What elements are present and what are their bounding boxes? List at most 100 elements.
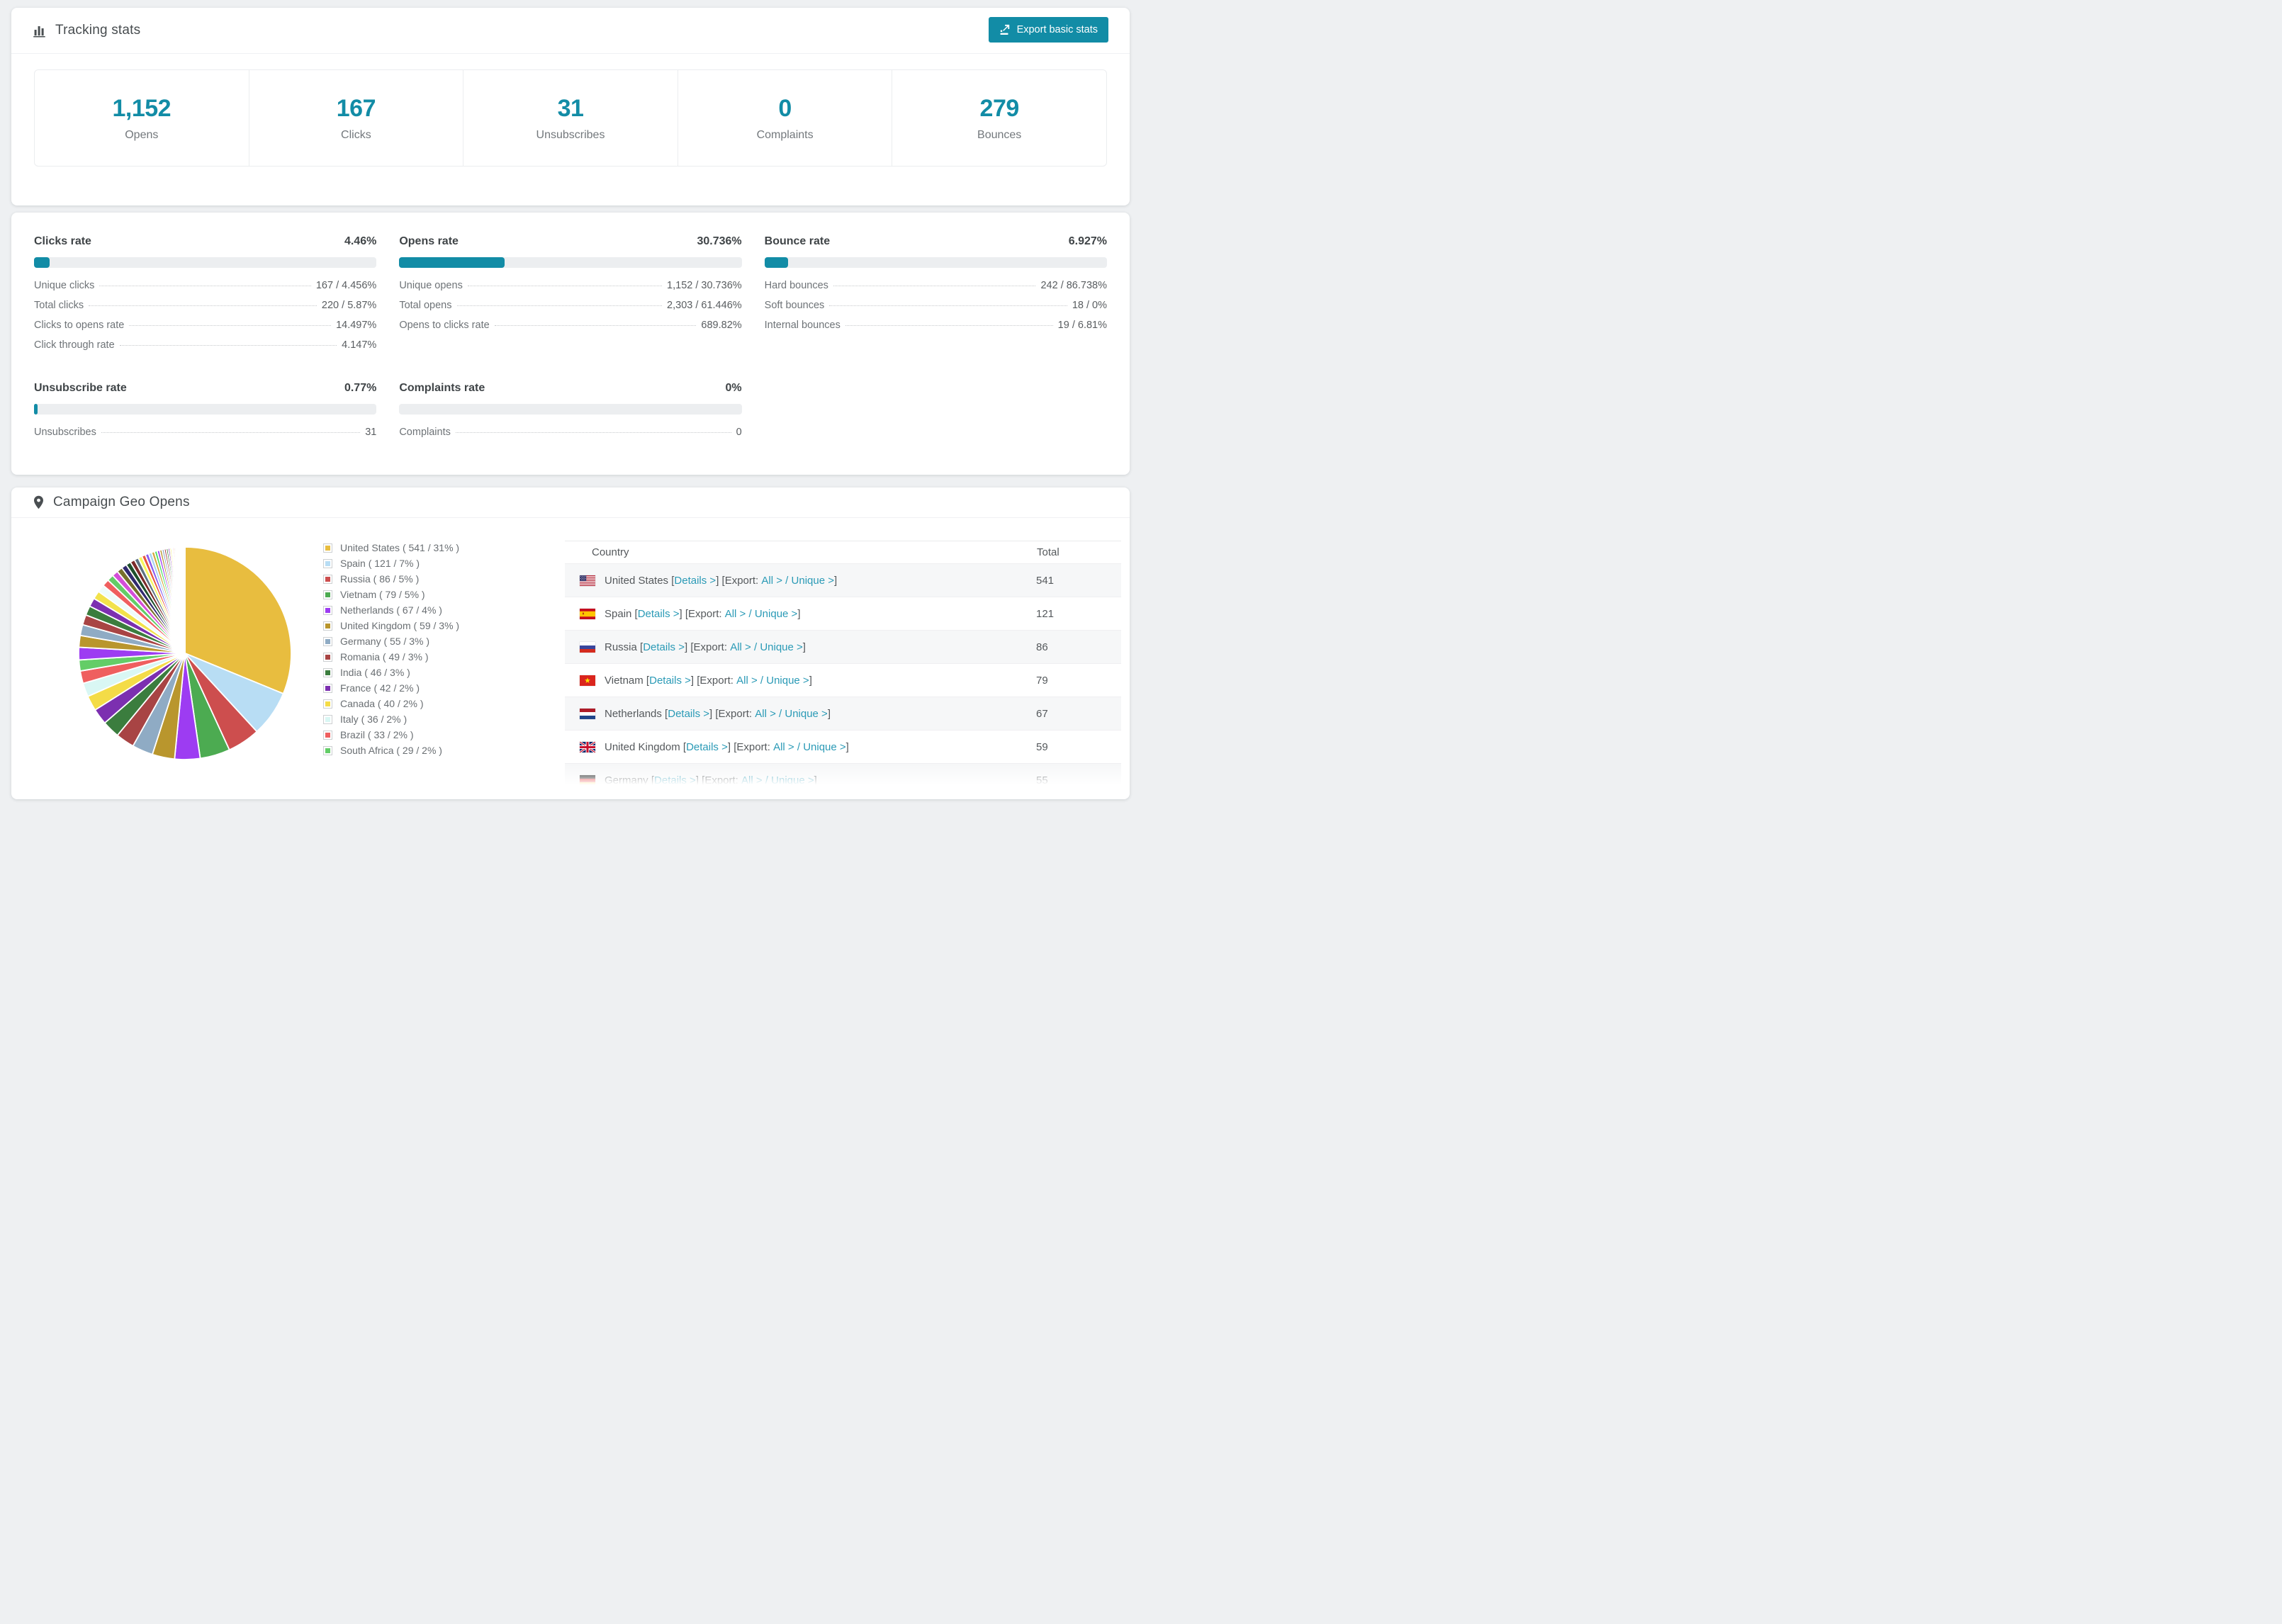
legend-label: Netherlands ( 67 / 4% ) [340,604,442,616]
country-total: 541 [1036,563,1121,597]
legend-label: Brazil ( 33 / 2% ) [340,729,414,740]
details-link[interactable]: Details > [637,607,680,620]
geo-opens-table: Country Total United States [Details >] … [565,541,1121,790]
rate-head: Clicks rate 4.46% [34,235,376,248]
geo-table-row: Russia [Details >] [Export: All > / Uniq… [565,630,1121,664]
export-unique-link[interactable]: Unique > [766,674,809,687]
geo-title: Campaign Geo Opens [53,495,190,509]
geo-table-row: Netherlands [Details >] [Export: All > /… [565,697,1121,731]
details-link[interactable]: Details > [674,574,716,587]
geo-body: United States ( 541 / 31% ) Spain ( 121 /… [11,518,1130,790]
rate-row-value: 31 [365,427,377,438]
rate-row: Internal bounces 19 / 6.81% [765,320,1107,331]
legend-label: Germany ( 55 / 3% ) [340,636,430,647]
summary-opens: 1,152 Opens [35,70,249,166]
flag-gb-icon [580,741,595,752]
legend-label: Spain ( 121 / 7% ) [340,558,420,569]
rate-progress-fill [34,404,38,415]
details-link[interactable]: Details > [686,740,728,753]
rate-row-value: 1,152 / 30.736% [667,280,742,291]
legend-item: Spain ( 121 / 7% ) [323,558,536,569]
rate-title: Bounce rate [764,235,831,247]
flag-us-icon [580,575,595,586]
summary-complaints: 0 Complaints [678,70,893,166]
legend-item: Germany ( 55 / 3% ) [323,636,536,647]
export-all-link[interactable]: All > [730,641,751,653]
details-link[interactable]: Details > [668,707,710,720]
export-unique-link[interactable]: Unique > [771,774,814,786]
rate-row-label: Unique opens [399,280,463,291]
rate-progress-track [399,257,742,268]
rate-row-label: Soft bounces [764,300,825,311]
export-all-link[interactable]: All > [724,607,746,620]
flag-ru-icon [580,641,595,653]
clicks-count: 167 [336,94,376,122]
geo-header: Campaign Geo Opens [11,487,1130,518]
legend-swatch [323,699,332,709]
rate-title: Opens rate [399,235,459,247]
rate-row: Unsubscribes 31 [34,427,376,438]
export-all-link[interactable]: All > [741,774,763,786]
country-total: 67 [1036,697,1121,731]
export-unique-link[interactable]: Unique > [760,641,803,653]
country-total: 79 [1036,663,1121,697]
dotted-leader [456,305,663,306]
rate-row: Hard bounces 242 / 86.738% [765,280,1107,291]
rate-row: Complaints 0 [399,427,741,438]
rate-progress-track [764,257,1107,268]
geo-table-wrap: Country Total United States [Details >] … [565,541,1121,790]
export-all-link[interactable]: All > [773,740,794,753]
legend-swatch [323,574,332,584]
rate-rows: Complaints 0 [399,427,741,438]
legend-label: Romania ( 49 / 3% ) [340,651,429,662]
page-title: Tracking stats [55,23,141,38]
rate-title: Clicks rate [34,235,91,247]
dotted-leader [89,305,317,306]
legend-swatch [323,605,332,615]
export-unique-link[interactable]: Unique > [803,740,846,753]
export-unique-link[interactable]: Unique > [791,574,834,587]
geo-table-row: United States [Details >] [Export: All >… [565,563,1121,597]
country-name: United Kingdom [605,740,680,753]
legend-label: United Kingdom ( 59 / 3% ) [340,620,460,631]
details-link[interactable]: Details > [649,674,691,687]
rate-progress-fill [399,257,505,268]
legend-swatch [323,667,332,677]
rate-row: Unique clicks 167 / 4.456% [34,280,376,291]
rate-row-value: 689.82% [701,320,742,331]
opens-label: Opens [125,128,159,141]
legend-item: Italy ( 36 / 2% ) [323,714,536,725]
summary-unsubscribes: 31 Unsubscribes [463,70,678,166]
export-prefix: Export: [718,707,753,720]
export-basic-stats-button[interactable]: Export basic stats [988,17,1108,43]
country-name: Netherlands [605,707,662,720]
rate-row: Total clicks 220 / 5.87% [34,300,376,311]
rate-progress-track [399,404,742,415]
rate-value: 4.46% [344,235,377,247]
rate-title: Unsubscribe rate [34,382,127,394]
export-unique-link[interactable]: Unique > [785,707,828,720]
legend-swatch [323,636,332,646]
legend-label: Italy ( 36 / 2% ) [340,714,408,725]
geo-table-row: Spain [Details >] [Export: All > / Uniqu… [565,597,1121,631]
legend-item: France ( 42 / 2% ) [323,682,536,694]
country-name: United States [605,574,669,587]
country-total: 59 [1036,730,1121,764]
legend-item: Canada ( 40 / 2% ) [323,698,536,709]
bounces-count: 279 [979,94,1020,122]
rate-value: 6.927% [1068,235,1107,247]
country-total: 121 [1036,597,1121,631]
export-unique-link[interactable]: Unique > [754,607,798,620]
geo-table-row: Vietnam [Details >] [Export: All > / Uni… [565,663,1121,697]
export-prefix: Export: [736,740,770,753]
tracking-stats-card: Tracking stats Export basic stats 1,152 … [11,8,1130,205]
export-all-link[interactable]: All > [755,707,776,720]
export-all-link[interactable]: All > [761,574,783,587]
details-link[interactable]: Details > [654,774,696,786]
rate-row-value: 18 / 0% [1072,300,1107,311]
rate-value: 0.77% [344,382,377,394]
details-link[interactable]: Details > [643,641,685,653]
rate-progress-fill [764,257,789,268]
export-all-link[interactable]: All > [736,674,758,687]
summary-bounces: 279 Bounces [892,70,1106,166]
